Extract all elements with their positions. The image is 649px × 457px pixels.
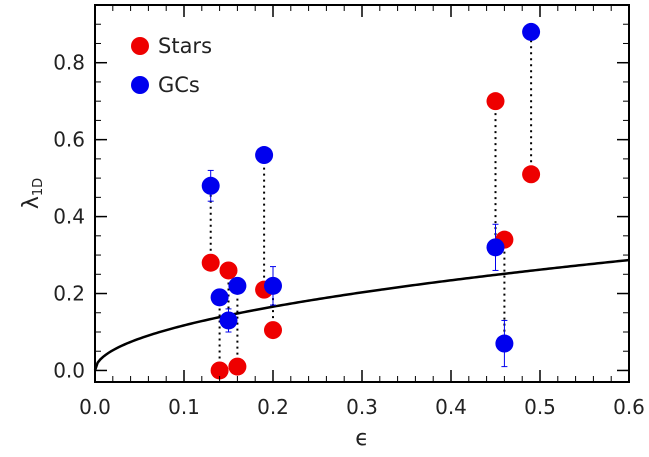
y-tick-label: 0.8 — [53, 51, 85, 75]
stars-point — [210, 361, 229, 380]
legend-marker-gcs — [131, 76, 149, 94]
stars-point — [219, 261, 238, 280]
x-tick-label: 0.1 — [168, 395, 200, 419]
stars-point — [228, 357, 247, 376]
gcs-point — [522, 22, 541, 41]
gcs-point — [210, 288, 229, 307]
legend: Stars GCs — [131, 34, 212, 97]
curve-layer — [93, 258, 630, 371]
y-tick-label: 0.2 — [53, 282, 85, 306]
legend-marker-stars — [131, 37, 149, 55]
x-tick-label: 0.6 — [613, 395, 645, 419]
x-tick-label: 0.2 — [257, 395, 289, 419]
gcs-point — [264, 276, 282, 295]
stars-point — [201, 253, 220, 272]
y-tick-label: 0.0 — [53, 358, 85, 382]
points-layer — [201, 22, 541, 380]
y-axis-label-subscript: 1D — [31, 178, 46, 196]
errorbar-layer — [207, 27, 535, 368]
gcs-point — [495, 334, 514, 353]
y-tick-label: 0.4 — [53, 205, 85, 229]
y-tick-label: 0.6 — [53, 128, 85, 152]
x-tick-label: 0.3 — [346, 395, 378, 419]
legend-label-gcs: GCs — [158, 73, 200, 97]
stars-point — [522, 165, 541, 184]
x-axis-label: ϵ — [355, 426, 369, 451]
y-axis-label-main: λ — [19, 196, 44, 209]
model-curve — [93, 258, 630, 371]
gcs-point — [255, 146, 274, 165]
y-axis-label: λ1D — [19, 178, 46, 209]
stars-point — [264, 321, 282, 340]
connector-layer — [209, 31, 533, 371]
gcs-point — [219, 311, 238, 330]
x-tick-label: 0.0 — [79, 395, 111, 419]
gcs-point — [201, 176, 220, 195]
legend-label-stars: Stars — [158, 34, 212, 58]
stars-point — [486, 92, 505, 111]
gcs-point — [228, 276, 247, 295]
gcs-point — [486, 238, 505, 257]
plot-frame — [94, 4, 630, 383]
x-tick-label: 0.4 — [435, 395, 467, 419]
ticks-layer: 0.0 0.1 0.2 0.3 0.4 0.5 0.6 0.0 0.2 0.4 0.6 0.8 — [53, 4, 645, 419]
x-tick-label: 0.5 — [524, 395, 556, 419]
